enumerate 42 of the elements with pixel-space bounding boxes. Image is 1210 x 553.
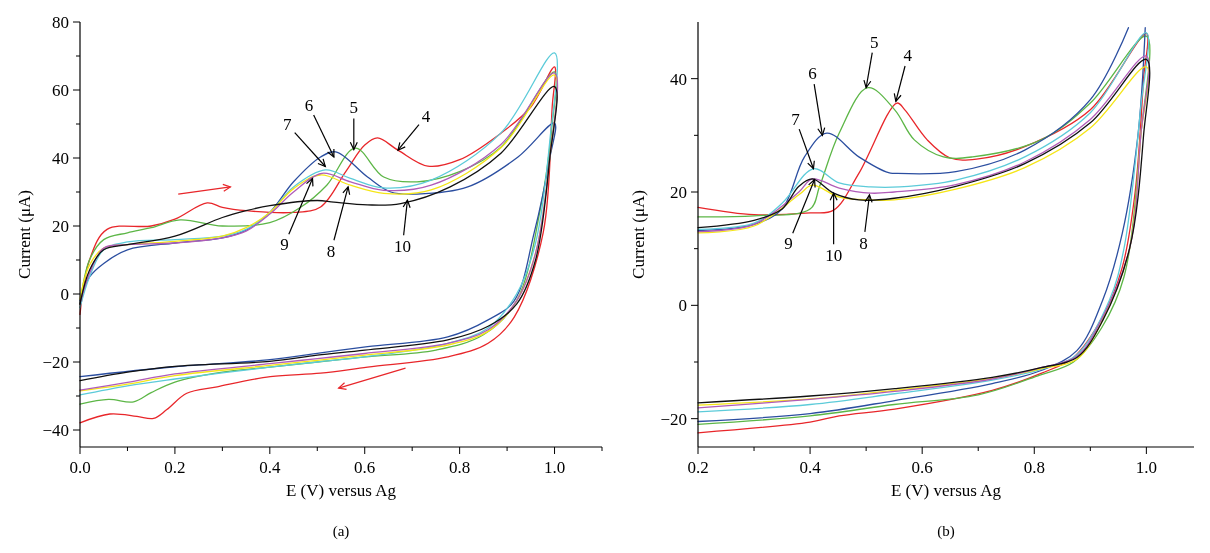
- text: (a): [332, 523, 350, 540]
- y-tick-label: −40: [42, 420, 69, 440]
- y-tick-label: 20: [52, 216, 69, 236]
- x-tick-label: 1.0: [1135, 458, 1157, 477]
- annotation: 5: [869, 32, 879, 52]
- x-tick-label: 1.0: [543, 458, 566, 477]
- x-tick-label: 0.8: [449, 458, 471, 477]
- y-axis-title: Current (μA): [629, 190, 648, 279]
- annotation: 6: [808, 64, 817, 84]
- annotation: 8: [326, 241, 336, 261]
- x-axis-title: E (V) versus Ag: [285, 481, 397, 500]
- annotation: 4: [421, 107, 431, 127]
- annotation: 8: [859, 233, 868, 253]
- annotation: 5: [349, 98, 359, 118]
- annotation: 7: [283, 115, 293, 135]
- y-tick-label: 0: [678, 296, 687, 316]
- x-tick-label: 0.8: [1023, 458, 1045, 477]
- y-tick-label: 20: [670, 182, 687, 202]
- annotation: 9: [784, 234, 793, 254]
- y-tick-label: 60: [52, 80, 69, 100]
- annotation: 7: [791, 109, 801, 129]
- annotation: 6: [304, 95, 314, 115]
- annotation: 10: [393, 237, 411, 257]
- y-tick-label: 40: [670, 69, 687, 89]
- y-tick-label: 40: [52, 148, 69, 168]
- x-tick-label: 0.6: [911, 458, 933, 477]
- x-tick-label: 0.2: [164, 458, 186, 477]
- y-tick-label: 80: [52, 12, 69, 32]
- x-tick-label: 0.6: [354, 458, 376, 477]
- y-tick-label: −20: [42, 352, 69, 372]
- annotation: 10: [825, 246, 843, 266]
- y-tick-label: −20: [660, 409, 687, 429]
- x-tick-label: 0.4: [259, 458, 281, 477]
- y-tick-label: 0: [60, 284, 69, 304]
- x-tick-label: 0.4: [799, 458, 822, 477]
- text: (b): [937, 523, 955, 540]
- annotation: 9: [280, 235, 289, 255]
- x-tick-label: 0.2: [687, 458, 709, 477]
- annotation: 4: [903, 46, 913, 66]
- y-axis-title: Current (μA): [15, 190, 34, 279]
- x-axis-title: E (V) versus Ag: [890, 481, 1002, 500]
- x-tick-label: 0.0: [69, 458, 91, 477]
